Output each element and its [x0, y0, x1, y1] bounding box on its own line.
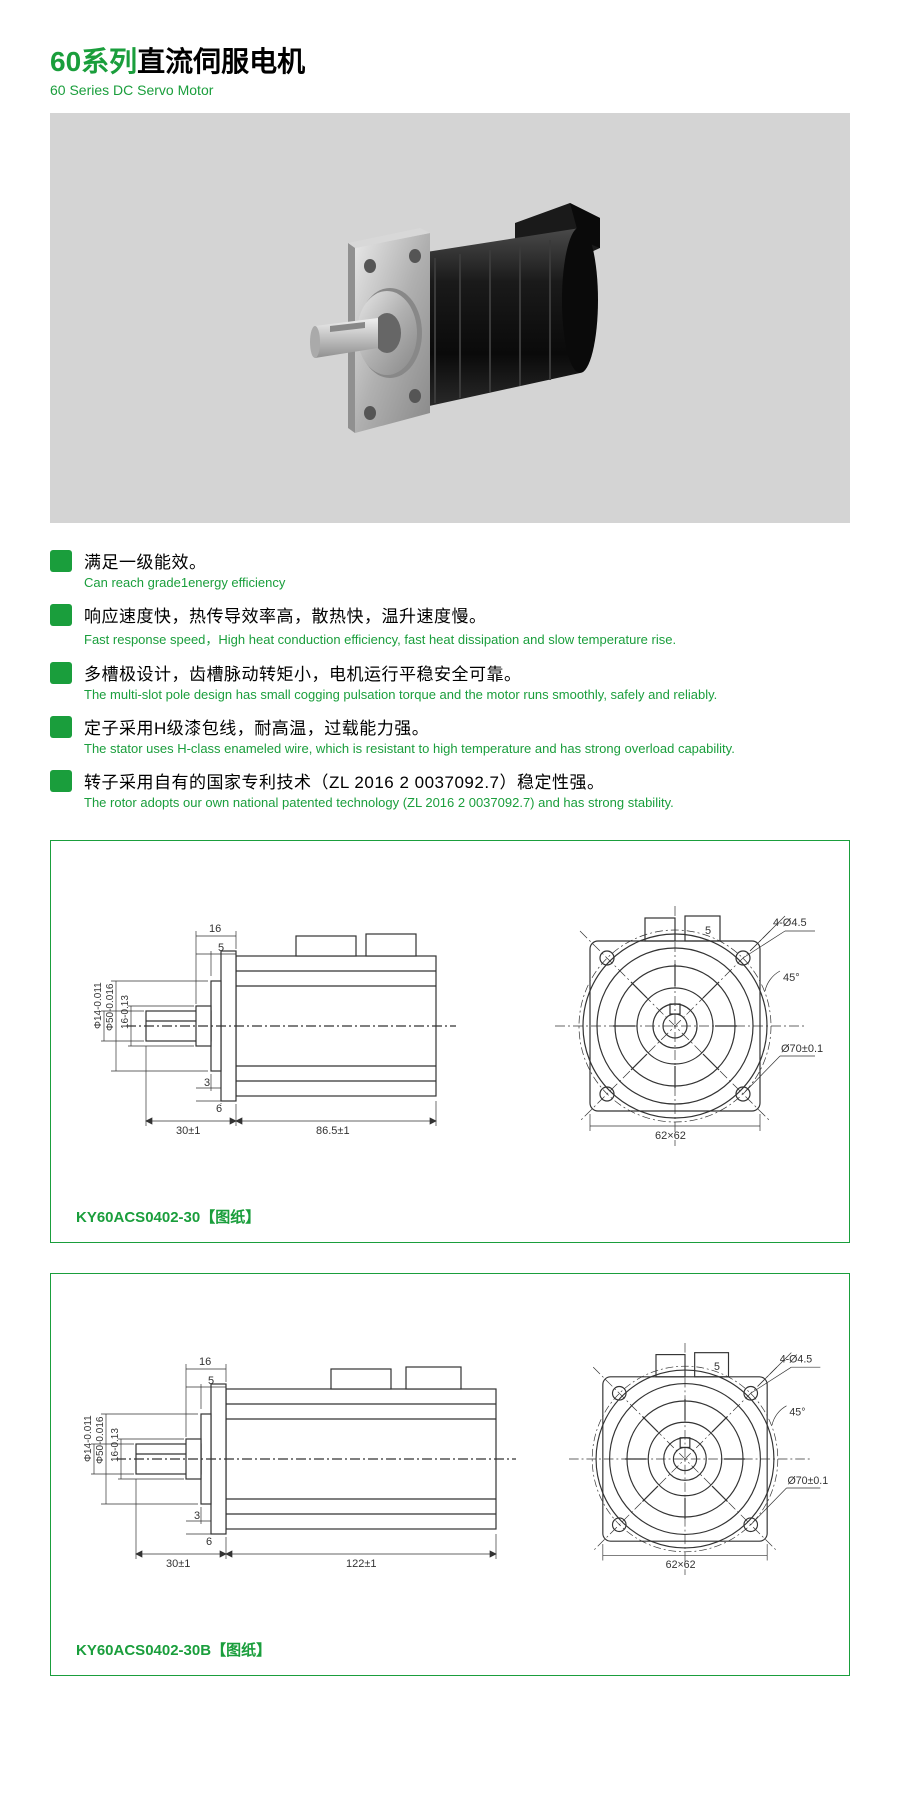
- svg-text:4-Ø4.5: 4-Ø4.5: [773, 917, 807, 929]
- feature-en: The multi-slot pole design has small cog…: [84, 687, 850, 702]
- svg-text:5: 5: [218, 942, 224, 954]
- page-subtitle: 60 Series DC Servo Motor: [50, 82, 850, 98]
- hero-image-area: [50, 113, 850, 523]
- bullet-icon: [50, 716, 72, 738]
- feature-en: The stator uses H-class enameled wire, w…: [84, 741, 850, 756]
- title-cn: 系列: [81, 46, 137, 77]
- page-title: 60系列直流伺服电机: [50, 40, 850, 80]
- svg-text:6: 6: [206, 1536, 212, 1548]
- svg-text:45°: 45°: [783, 972, 800, 984]
- feature-en: The rotor adopts our own national patent…: [84, 795, 850, 810]
- svg-text:30±1: 30±1: [176, 1125, 200, 1137]
- feature-item: 转子采用自有的国家专利技术（ZL 2016 2 0037092.7）稳定性强。 …: [50, 768, 850, 810]
- feature-item: 多槽极设计，齿槽脉动转矩小，电机运行平稳安全可靠。 The multi-slot…: [50, 660, 850, 702]
- drawing-panel-2: 30±1 122±1 16 5 3 6 Φ50-0.016 16-0.13 Φ1…: [50, 1273, 850, 1676]
- svg-text:16-0.13: 16-0.13: [110, 1428, 121, 1462]
- feature-cn: 转子采用自有的国家专利技术（ZL 2016 2 0037092.7）稳定性强。: [84, 768, 850, 793]
- svg-text:6: 6: [216, 1103, 222, 1115]
- feature-item: 响应速度快，热传导效率高，散热快，温升速度慢。 Fast response sp…: [50, 602, 850, 648]
- feature-cn: 满足一级能效。: [84, 548, 850, 573]
- svg-text:5: 5: [208, 1375, 214, 1387]
- svg-text:Ø70±0.1: Ø70±0.1: [787, 1475, 828, 1487]
- bullet-icon: [50, 604, 72, 626]
- svg-text:Φ50-0.016: Φ50-0.016: [95, 1416, 106, 1464]
- feature-en: Can reach grade1energy efficiency: [84, 575, 850, 590]
- bullet-icon: [50, 770, 72, 792]
- svg-text:62×62: 62×62: [665, 1559, 695, 1571]
- side-view-drawing-1: 30±1 86.5±1 16 5 3 6 Φ50-0.016 16-0.13 Φ…: [76, 876, 506, 1176]
- svg-text:5: 5: [705, 925, 711, 937]
- front-view-drawing-2: 4-Ø4.5 5 Ø70±0.1 62×62 45°: [540, 1309, 830, 1609]
- feature-item: 定子采用H级漆包线，耐高温，过载能力强。 The stator uses H-c…: [50, 714, 850, 756]
- feature-cn: 多槽极设计，齿槽脉动转矩小，电机运行平稳安全可靠。: [84, 660, 850, 685]
- svg-text:16: 16: [209, 923, 221, 935]
- svg-text:Φ50-0.016: Φ50-0.016: [105, 983, 116, 1031]
- drawing-label-2: KY60ACS0402-30B【图纸】: [66, 1639, 834, 1660]
- svg-text:5: 5: [714, 1361, 720, 1373]
- bullet-icon: [50, 550, 72, 572]
- side-view-drawing-2: 30±1 122±1 16 5 3 6 Φ50-0.016 16-0.13 Φ1…: [71, 1309, 531, 1609]
- drawing-panel-1: 30±1 86.5±1 16 5 3 6 Φ50-0.016 16-0.13 Φ…: [50, 840, 850, 1243]
- svg-text:Φ14-0.011: Φ14-0.011: [93, 982, 104, 1029]
- front-view-drawing-1: 4-Ø4.5 5 Ø70±0.1 62×62 45°: [525, 876, 825, 1176]
- svg-text:122±1: 122±1: [346, 1558, 377, 1570]
- svg-text:45°: 45°: [789, 1407, 805, 1419]
- title-prefix: 60: [50, 46, 81, 77]
- feature-cn: 定子采用H级漆包线，耐高温，过载能力强。: [84, 714, 850, 739]
- bullet-icon: [50, 662, 72, 684]
- svg-text:3: 3: [194, 1510, 200, 1522]
- svg-text:4-Ø4.5: 4-Ø4.5: [779, 1353, 812, 1365]
- svg-text:3: 3: [204, 1077, 210, 1089]
- svg-text:86.5±1: 86.5±1: [316, 1125, 350, 1137]
- svg-text:Φ14-0.011: Φ14-0.011: [83, 1415, 94, 1462]
- drawing-label-1: KY60ACS0402-30【图纸】: [66, 1206, 834, 1227]
- feature-en: Fast response speed，High heat conduction…: [84, 629, 850, 648]
- title-suffix: 直流伺服电机: [137, 46, 305, 77]
- svg-text:30±1: 30±1: [166, 1558, 190, 1570]
- svg-text:Ø70±0.1: Ø70±0.1: [781, 1043, 823, 1055]
- svg-text:16: 16: [199, 1356, 211, 1368]
- motor-render-icon: [260, 178, 640, 458]
- feature-cn: 响应速度快，热传导效率高，散热快，温升速度慢。: [84, 602, 850, 627]
- svg-text:16-0.13: 16-0.13: [120, 995, 131, 1029]
- feature-item: 满足一级能效。 Can reach grade1energy efficienc…: [50, 548, 850, 590]
- svg-text:62×62: 62×62: [655, 1130, 686, 1142]
- page-header: 60系列直流伺服电机 60 Series DC Servo Motor: [50, 40, 850, 98]
- features-list: 满足一级能效。 Can reach grade1energy efficienc…: [50, 548, 850, 810]
